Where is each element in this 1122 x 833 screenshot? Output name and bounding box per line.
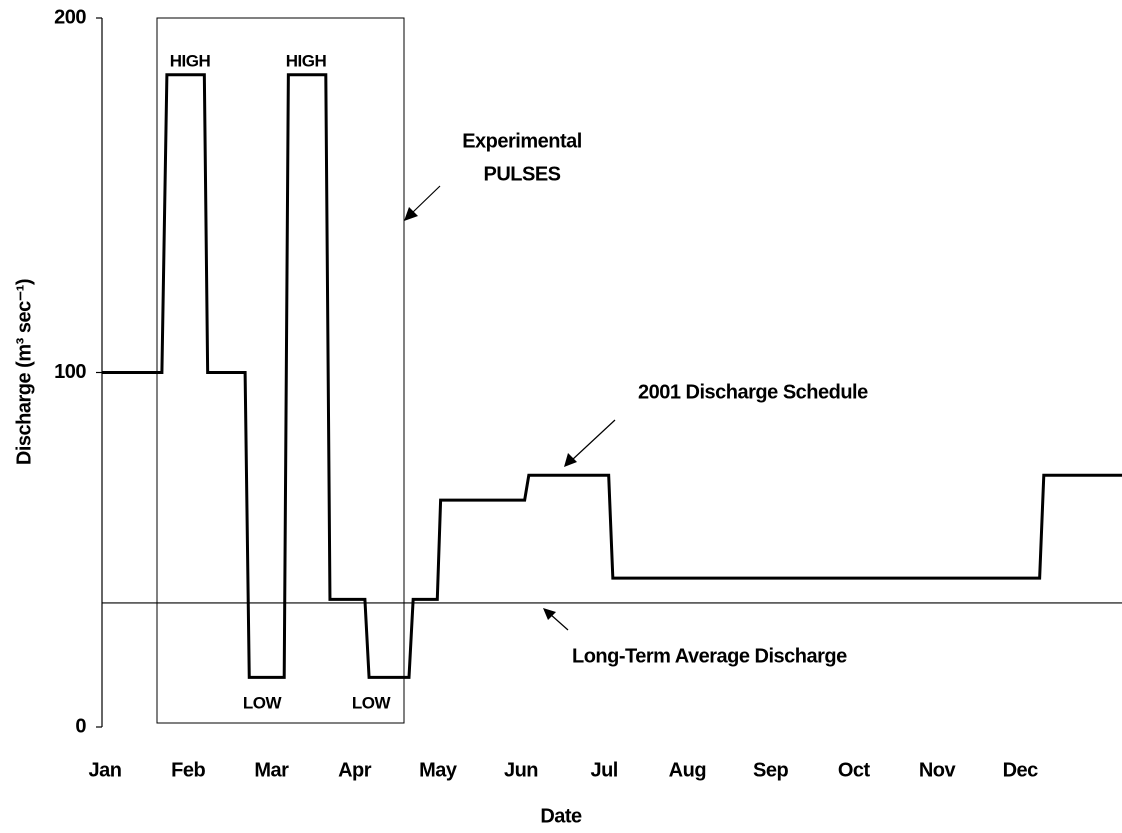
annotation: Experimental [462,130,582,152]
x-tick-label: Oct [838,759,871,781]
annotation: PULSES [483,163,560,185]
y-axis-label: Discharge (m³ sec⁻¹) [13,279,35,465]
annotation: HIGH [286,51,327,70]
y-tick-label: 100 [54,361,86,383]
arrow-head [404,207,418,221]
arrow-head [564,453,577,467]
y-tick-label: 0 [75,715,86,737]
x-tick-label: Jan [89,759,122,781]
annotation: LOW [243,693,283,712]
reference-label: Long-Term Average Discharge [572,645,847,667]
x-tick-label: Apr [338,759,372,781]
arrow [571,419,616,461]
x-tick-label: Aug [669,759,706,781]
annotation: LOW [352,693,392,712]
x-tick-label: Dec [1003,759,1039,781]
x-axis-label: Date [540,805,582,827]
arrow [411,185,441,214]
x-tick-label: Jul [590,759,617,781]
x-tick-label: Feb [171,759,205,781]
x-tick-label: May [419,759,458,781]
x-tick-label: Sep [753,759,788,781]
arrow [549,613,569,631]
x-tick-label: Mar [254,759,289,781]
series-label: 2001 Discharge Schedule [638,381,868,403]
y-tick-label: 200 [54,6,86,28]
series-line [102,73,1122,679]
annotation: HIGH [170,51,211,70]
arrow-head [543,608,556,620]
x-tick-label: Jun [504,759,538,781]
pulse-box [156,17,405,724]
x-tick-label: Nov [919,759,957,781]
